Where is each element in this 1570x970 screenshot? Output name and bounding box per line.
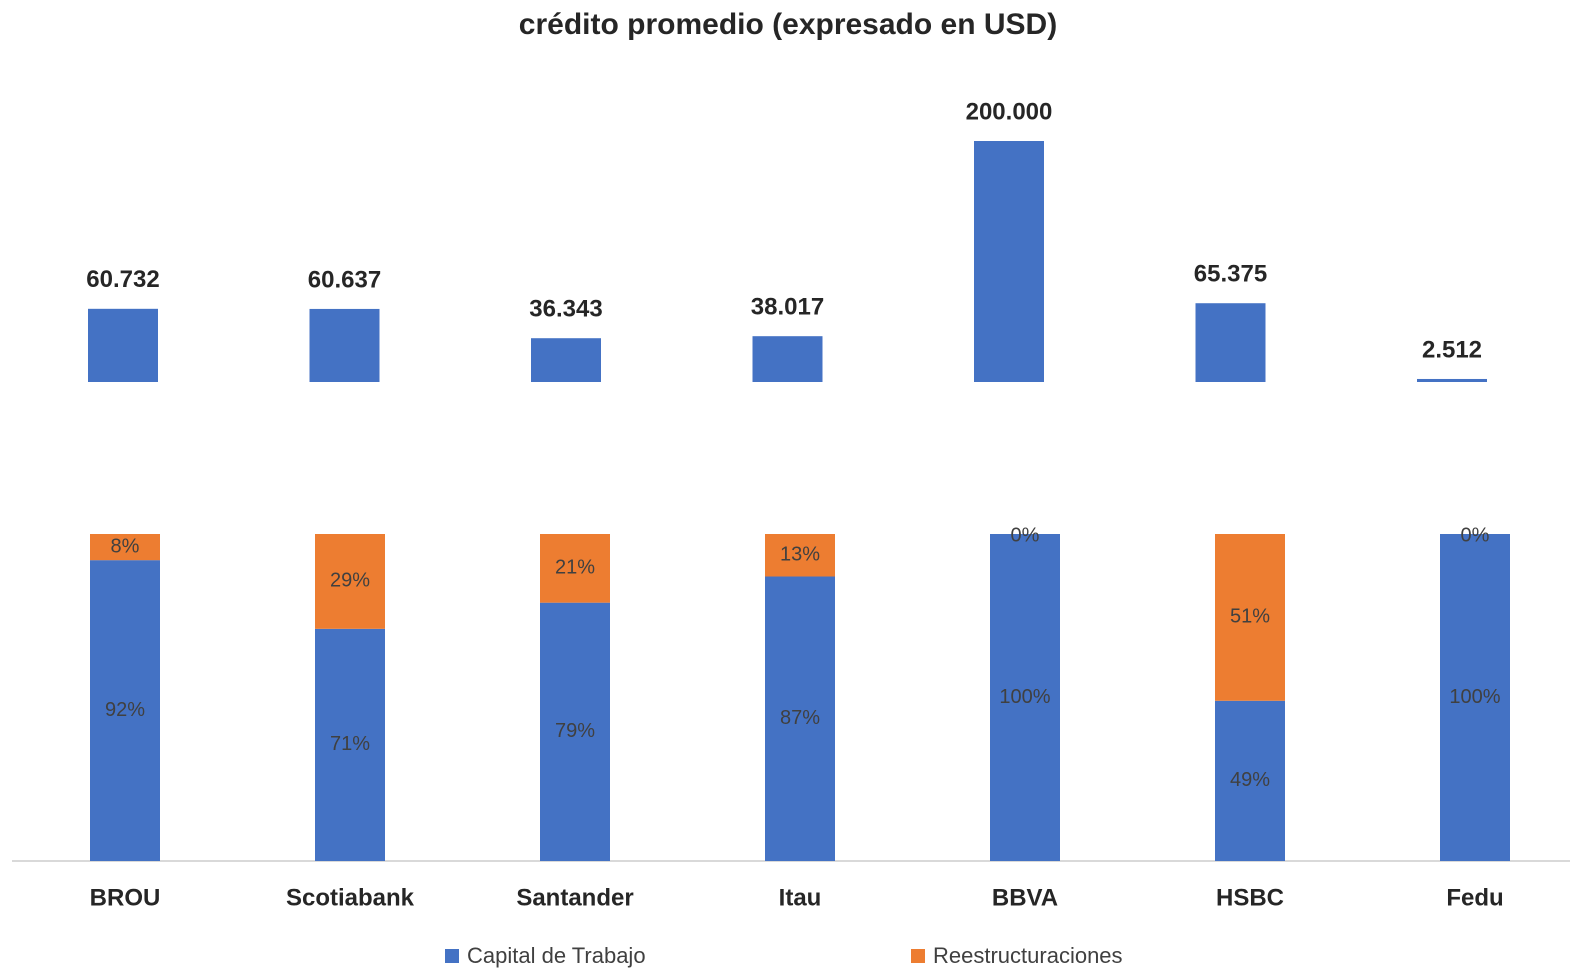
bar [1195, 303, 1266, 382]
bar-segment [540, 602, 610, 861]
bar [752, 336, 823, 382]
bar [309, 308, 380, 382]
legend-label: Reestructuraciones [933, 943, 1123, 968]
segment-label: 49% [1230, 769, 1270, 791]
bar-segment [315, 628, 385, 861]
segment-label: 0% [1461, 524, 1490, 546]
bar-segment [1440, 534, 1510, 861]
legend-swatch [911, 949, 925, 963]
bar-segment [315, 534, 385, 629]
bar-segment [90, 560, 160, 861]
value-label: 60.732 [86, 266, 159, 293]
legend-swatch [445, 949, 459, 963]
x-tick-label: Fedu [1446, 884, 1503, 911]
segment-label: 0% [1011, 524, 1040, 546]
bar-segment [1215, 534, 1285, 701]
x-tick-label: Itau [779, 884, 822, 911]
segment-label: 100% [999, 686, 1050, 708]
bar-segment [990, 534, 1060, 861]
x-tick-label: Scotiabank [286, 884, 415, 911]
chart-title: crédito promedio (expresado en USD) [519, 8, 1057, 41]
bar-segment [90, 534, 160, 561]
value-label: 200.000 [966, 98, 1053, 125]
bar-segment [1215, 700, 1285, 861]
segment-label: 79% [555, 720, 595, 742]
bar [974, 141, 1044, 382]
segment-label: 51% [1230, 606, 1270, 628]
x-tick-label: HSBC [1216, 884, 1284, 911]
bar [1417, 378, 1487, 382]
segment-label: 71% [330, 733, 370, 755]
segment-label: 13% [780, 544, 820, 566]
x-tick-label: BROU [90, 884, 161, 911]
segment-label: 8% [111, 535, 140, 557]
segment-label: 21% [555, 557, 595, 579]
bar-segment [540, 534, 610, 603]
x-tick-label: BBVA [992, 884, 1058, 911]
bar [531, 338, 601, 382]
bar-segment [765, 534, 835, 577]
legend-label: Capital de Trabajo [467, 943, 646, 968]
segment-label: 87% [780, 707, 820, 729]
segment-label: 29% [330, 570, 370, 592]
value-label: 36.343 [529, 296, 602, 323]
value-label: 2.512 [1422, 336, 1482, 363]
segment-label: 100% [1449, 686, 1500, 708]
value-label: 65.375 [1194, 261, 1267, 288]
x-tick-label: Santander [516, 884, 633, 911]
segment-label: 92% [105, 699, 145, 721]
bar-segment [765, 576, 835, 861]
bar [88, 308, 158, 382]
value-label: 38.017 [751, 294, 824, 321]
value-label: 60.637 [308, 266, 381, 293]
